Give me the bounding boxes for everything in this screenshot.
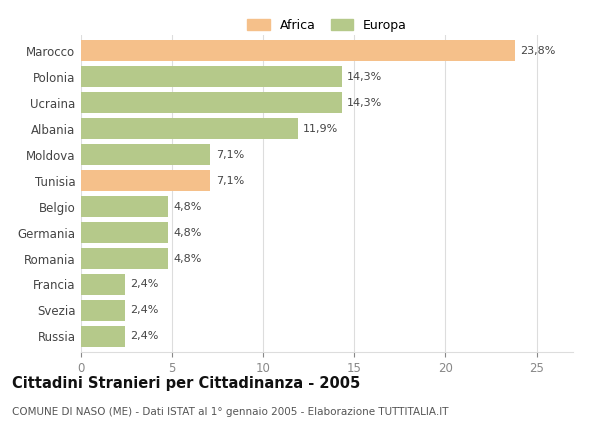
Text: COMUNE DI NASO (ME) - Dati ISTAT al 1° gennaio 2005 - Elaborazione TUTTITALIA.IT: COMUNE DI NASO (ME) - Dati ISTAT al 1° g… xyxy=(12,407,449,417)
Bar xyxy=(81,248,169,269)
Bar xyxy=(81,40,515,62)
Text: 2,4%: 2,4% xyxy=(130,305,158,315)
Text: 4,8%: 4,8% xyxy=(174,202,202,212)
Text: 4,8%: 4,8% xyxy=(174,253,202,264)
Legend: Africa, Europa: Africa, Europa xyxy=(245,16,409,34)
Text: 4,8%: 4,8% xyxy=(174,227,202,238)
Bar xyxy=(81,66,341,88)
Text: 7,1%: 7,1% xyxy=(216,176,244,186)
Bar xyxy=(81,300,125,321)
Bar xyxy=(81,144,211,165)
Text: 2,4%: 2,4% xyxy=(130,279,158,290)
Bar xyxy=(81,222,169,243)
Text: 23,8%: 23,8% xyxy=(520,46,556,56)
Bar xyxy=(81,196,169,217)
Bar xyxy=(81,274,125,295)
Bar xyxy=(81,326,125,347)
Bar xyxy=(81,170,211,191)
Bar xyxy=(81,92,341,114)
Text: 14,3%: 14,3% xyxy=(347,98,382,108)
Text: 2,4%: 2,4% xyxy=(130,331,158,341)
Text: Cittadini Stranieri per Cittadinanza - 2005: Cittadini Stranieri per Cittadinanza - 2… xyxy=(12,376,360,391)
Text: 7,1%: 7,1% xyxy=(216,150,244,160)
Text: 11,9%: 11,9% xyxy=(304,124,338,134)
Text: 14,3%: 14,3% xyxy=(347,72,382,82)
Bar xyxy=(81,118,298,139)
